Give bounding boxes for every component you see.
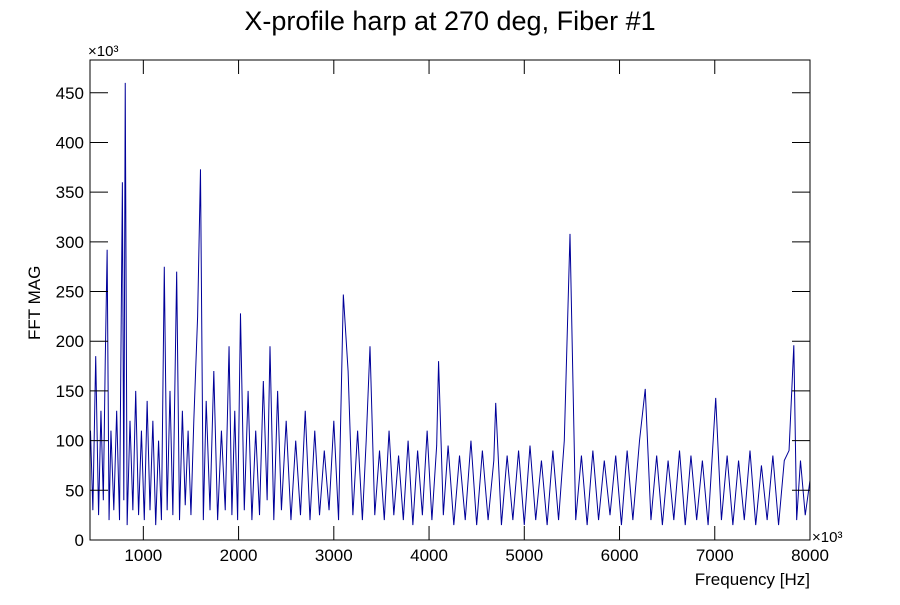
x-tick-label: 7000 (696, 546, 734, 565)
y-tick-label: 450 (56, 84, 84, 103)
y-tick-label: 50 (65, 481, 84, 500)
y-tick-label: 250 (56, 283, 84, 302)
y-tick-label: 350 (56, 183, 84, 202)
y-multiplier: ×10³ (88, 43, 118, 60)
x-axis-label: Frequency [Hz] (695, 570, 810, 589)
y-tick-label: 150 (56, 382, 84, 401)
x-tick-label: 2000 (220, 546, 258, 565)
x-tick-label: 3000 (315, 546, 353, 565)
y-tick-label: 300 (56, 233, 84, 252)
x-tick-label: 5000 (505, 546, 543, 565)
y-tick-label: 400 (56, 133, 84, 152)
x-multiplier: ×10³ (812, 529, 842, 546)
x-tick-label: 4000 (410, 546, 448, 565)
y-tick-label: 200 (56, 332, 84, 351)
x-tick-label: 8000 (791, 546, 829, 565)
x-tick-label: 6000 (601, 546, 639, 565)
y-tick-label: 0 (75, 531, 84, 550)
data-line (89, 82, 811, 526)
y-tick-label: 100 (56, 432, 84, 451)
y-axis-label: FFT MAG (25, 266, 44, 340)
chart-title: X-profile harp at 270 deg, Fiber #1 (244, 6, 655, 36)
x-tick-label: 1000 (124, 546, 162, 565)
plot-frame (89, 59, 811, 541)
